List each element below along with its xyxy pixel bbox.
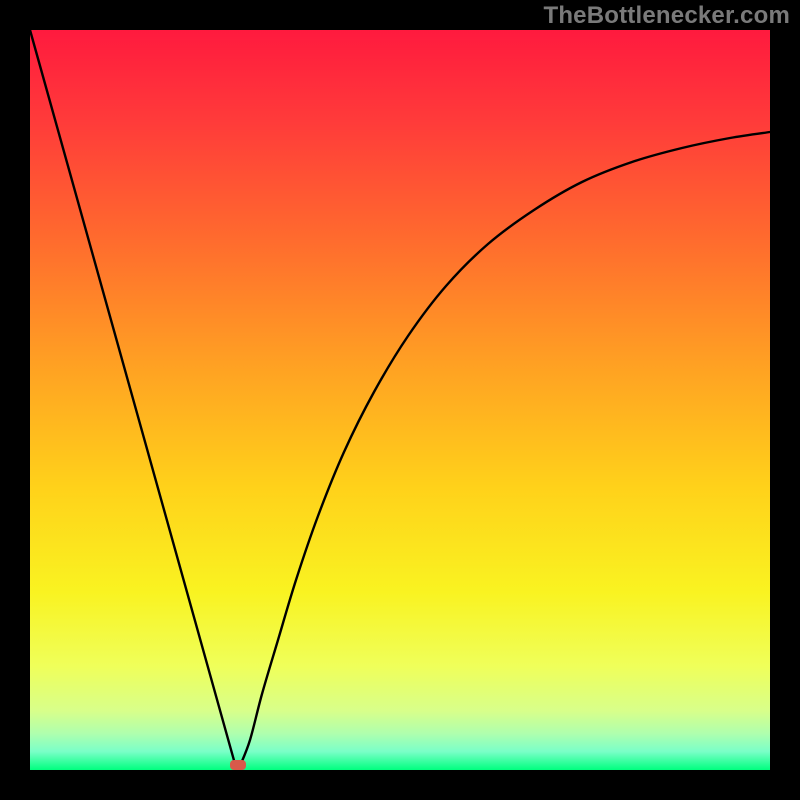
- plot-background: [30, 30, 770, 770]
- chart-frame: TheBottlenecker.com: [0, 0, 800, 800]
- bottleneck-curve-chart: [0, 0, 800, 800]
- watermark-text: TheBottlenecker.com: [543, 2, 790, 30]
- optimum-marker: [230, 760, 246, 770]
